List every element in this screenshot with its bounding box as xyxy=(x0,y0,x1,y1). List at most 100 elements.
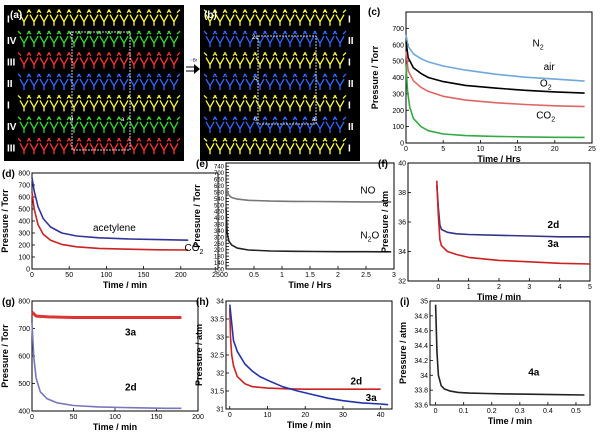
molecule-chain xyxy=(17,30,181,48)
transformation-arrow: ⁻ᴮʳ xyxy=(186,58,200,74)
molecule-layer xyxy=(203,73,347,90)
annotation-text: N xyxy=(532,38,539,49)
y-tick-label: 38 xyxy=(398,190,406,197)
x-axis-label: Time / Hrs xyxy=(288,280,331,290)
panel-b-unit-cell xyxy=(257,35,317,125)
y-tick-label: 200 xyxy=(18,243,30,250)
x-tick-label: 30 xyxy=(339,412,347,419)
y-axis-label: Pressure / Torr xyxy=(0,189,10,253)
x-tick-label: 0.5 xyxy=(249,272,259,279)
y-axis-label: Pressure / Torr xyxy=(0,324,10,388)
molecule-layer xyxy=(203,9,347,26)
y-tick-label: 31.5 xyxy=(210,389,224,396)
x-tick-label: 0.3 xyxy=(515,408,525,415)
series-line-co2 xyxy=(31,192,189,251)
series-line-no xyxy=(225,183,392,203)
annotation-tail: O xyxy=(372,230,380,241)
panel-a-background xyxy=(4,5,184,161)
panel-b-axis-a: a xyxy=(312,117,316,123)
y-tick-label: 380 xyxy=(214,223,225,229)
annotation-text: 3a xyxy=(548,239,560,250)
panel-label: (c) xyxy=(368,7,380,18)
y-tick-label: 420 xyxy=(214,216,225,222)
x-tick-label: 150 xyxy=(138,272,150,279)
x-tick-label: 5 xyxy=(441,146,445,153)
series-line-3a xyxy=(30,310,182,319)
series-line-o2 xyxy=(405,51,585,108)
annotation-text: CO xyxy=(185,243,200,254)
annotation-subscript: 2 xyxy=(548,85,552,92)
series-annotation: CO2 xyxy=(185,243,204,256)
y-tick-label: 660 xyxy=(214,178,225,184)
y-tick-label: 33.8 xyxy=(414,388,428,395)
molecule-layer xyxy=(17,116,181,133)
x-tick-label: 1 xyxy=(467,284,471,291)
x-tick-label: 250 xyxy=(212,272,224,279)
layer-label: IV xyxy=(7,122,17,133)
molecule-chain xyxy=(17,94,181,112)
series-annotation: 4a xyxy=(528,367,540,378)
y-axis-label: Pressure / atm xyxy=(398,322,408,384)
annotation-text: 3a xyxy=(366,393,378,404)
layer-label: II xyxy=(348,36,354,47)
layer-label: I xyxy=(348,15,351,26)
layer-label: III xyxy=(7,58,16,69)
x-tick-label: 3 xyxy=(392,272,396,279)
x-tick-label: 2 xyxy=(336,272,340,279)
plot-frame xyxy=(31,172,219,270)
y-tick-label: 40 xyxy=(398,161,406,168)
molecule-chain xyxy=(203,137,347,155)
series-line-co2 xyxy=(405,64,585,139)
y-tick-label: 800 xyxy=(18,171,30,178)
x-tick-label: 0 xyxy=(404,146,408,153)
x-tick-label: 0.1 xyxy=(459,408,469,415)
y-axis-label: Pressure / atm xyxy=(194,324,204,386)
molecule-chain xyxy=(203,73,347,90)
layer-label: I xyxy=(348,100,351,111)
molecule-layer xyxy=(17,94,181,112)
molecule-layer xyxy=(17,30,181,48)
y-tick-label: 32 xyxy=(398,279,406,286)
y-tick-label: 700 xyxy=(214,171,225,177)
panel-label: (i) xyxy=(400,297,409,308)
annotation-text: 2d xyxy=(548,220,560,231)
annotation-subscript: 2 xyxy=(200,249,204,256)
annotation-subscript: 2 xyxy=(551,116,555,123)
molecule-layer xyxy=(203,116,347,133)
x-axis-label: Time / min xyxy=(103,280,147,290)
y-tick-label: 400 xyxy=(18,219,30,226)
x-axis-label: Time / min xyxy=(93,422,137,432)
y-tick-label: 36 xyxy=(398,220,406,227)
layer-label: II xyxy=(348,122,354,133)
panel-label: (d) xyxy=(2,169,15,180)
y-tick-label: 200 xyxy=(392,108,404,115)
y-tick-label: 100 xyxy=(214,268,225,274)
x-tick-label: 2.5 xyxy=(361,272,371,279)
x-tick-label: 100 xyxy=(109,414,121,421)
annotation-text: air xyxy=(544,62,556,73)
series-line-3a xyxy=(436,180,591,265)
series-annotation: N2 xyxy=(532,38,543,51)
y-tick-label: 33.6 xyxy=(414,403,428,410)
arrow-label: ⁻ᴮʳ xyxy=(190,58,198,65)
series-annotation: 2d xyxy=(351,377,363,388)
molecule-layer xyxy=(17,52,181,69)
panel-a-unit-cell xyxy=(71,31,131,151)
x-tick-label: 0.4 xyxy=(543,408,553,415)
series-annotation: NO xyxy=(360,186,375,197)
chart-c: 0 5 10 15 20 25 0 100 200 300 400 500 600 700 Time / H… xyxy=(368,7,596,164)
panel-a-axis-origin: 0 xyxy=(70,117,74,123)
x-tick-label: 1 xyxy=(280,272,284,279)
annotation-text: O xyxy=(540,79,548,90)
series-line-2d xyxy=(31,322,182,410)
annotation-text: 4a xyxy=(528,367,540,378)
molecule-chain xyxy=(17,116,181,133)
y-tick-label: 34 xyxy=(420,373,428,380)
annotation-text: N xyxy=(360,230,367,241)
plot-frame xyxy=(429,300,591,406)
series-line-n2o xyxy=(225,207,392,253)
series-line-4a xyxy=(434,304,585,396)
